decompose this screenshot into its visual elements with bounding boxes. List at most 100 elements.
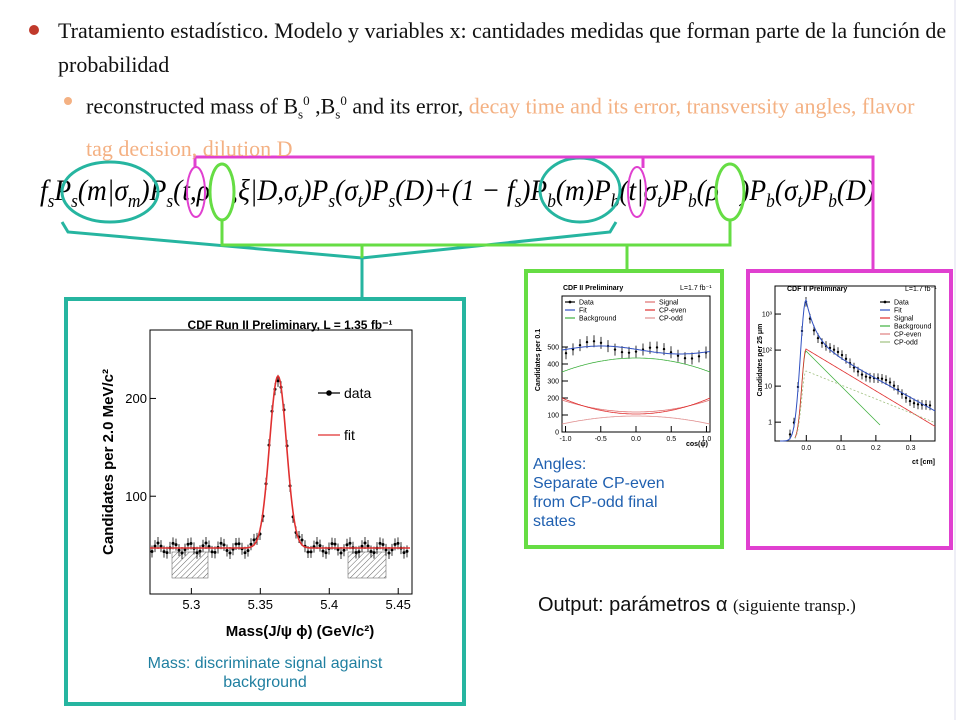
plot-title: CDF II Preliminary — [787, 286, 847, 293]
teal-ellipse — [60, 160, 160, 224]
data-point — [836, 350, 840, 354]
data-point — [186, 542, 190, 546]
data-point — [627, 351, 631, 354]
data-point — [360, 544, 364, 548]
x-tick-label: -1.0 — [559, 436, 571, 443]
data-point — [697, 355, 701, 358]
plot-title: CDF Run II Preliminary, L = 1.35 fb⁻¹ — [188, 318, 393, 332]
data-point — [648, 346, 652, 349]
formula-part: (σ — [335, 174, 359, 207]
data-point — [585, 340, 589, 344]
formula-part: (m|σ — [78, 174, 129, 207]
signal-curve — [794, 348, 936, 438]
data-point — [888, 381, 892, 384]
data-point — [928, 404, 932, 407]
legend-label: Background — [579, 315, 616, 322]
data-point — [634, 350, 638, 353]
data-point — [330, 542, 334, 546]
text-run: and its error, — [346, 93, 469, 119]
data-point — [381, 542, 385, 546]
data-point — [180, 551, 184, 555]
x-tick-label: 0.0 — [801, 445, 811, 452]
text-run: reconstructed mass of B — [86, 93, 298, 119]
cp-odd-curve — [794, 370, 936, 439]
text-run: 0 — [340, 93, 347, 108]
data-point — [165, 551, 169, 555]
data-point — [788, 433, 792, 436]
data-point — [318, 544, 322, 548]
fit-curve — [150, 374, 410, 549]
caption-line: from CP-odd final — [533, 494, 658, 511]
legend-label: CP-odd — [659, 315, 683, 322]
caption-line: Separate CP-even — [533, 475, 665, 492]
data-point — [156, 541, 160, 545]
teal-connector — [60, 221, 618, 298]
data-point — [860, 373, 864, 376]
formula-subscript: s — [48, 191, 55, 212]
data-point — [213, 550, 217, 554]
mass-panel — [64, 297, 466, 706]
x-tick-label: 5.35 — [248, 597, 273, 612]
magenta-ellipse — [627, 166, 647, 218]
x-tick-label: -0.5 — [595, 436, 607, 443]
data-point — [690, 357, 694, 360]
data-point — [210, 550, 214, 554]
data-point — [276, 379, 280, 383]
data-point — [225, 548, 229, 552]
y-tick-label: 500 — [547, 344, 559, 351]
formula-part: )P — [301, 174, 329, 207]
formula-subscript: t — [657, 191, 662, 212]
data-point — [219, 541, 223, 545]
legend-label: Fit — [579, 307, 587, 314]
legend-label: fit — [344, 427, 355, 443]
legend-label: Data — [894, 299, 909, 306]
data-point — [916, 403, 920, 406]
caption-line: Angles: — [533, 456, 587, 473]
plot-frame — [149, 329, 413, 595]
magenta-connector — [193, 155, 875, 270]
data-point — [174, 543, 178, 547]
data-point — [844, 357, 848, 361]
data-point — [237, 542, 241, 546]
data-point — [159, 544, 163, 548]
text-run: 0 — [303, 93, 310, 108]
background-curve — [794, 350, 881, 439]
cp-even-curve — [561, 397, 711, 415]
x-tick-label: 0.2 — [871, 445, 881, 452]
data-point — [342, 548, 346, 552]
data-point — [676, 354, 680, 357]
formula-part: )P — [660, 174, 688, 207]
formula-subscript: s — [166, 191, 173, 212]
output-text: Output: parámetros α — [538, 594, 728, 616]
data-point — [908, 399, 912, 403]
data-point — [306, 550, 310, 554]
x-tick-label: 5.3 — [182, 597, 200, 612]
data-point — [354, 551, 358, 555]
data-point — [599, 341, 603, 345]
formula-subscript: s — [388, 191, 395, 212]
y-axis-label: Candidates per 0.1 — [535, 329, 542, 391]
text-run: s — [298, 106, 304, 122]
x-axis-label: cos(ψ) — [686, 441, 708, 448]
data-point — [840, 353, 844, 357]
data-point — [333, 542, 337, 546]
caption-line: states — [533, 513, 576, 530]
data-point — [564, 351, 568, 355]
cp-odd-curve — [561, 415, 711, 425]
data-point — [372, 551, 376, 555]
fit-curve — [780, 298, 936, 442]
x-axis-label: ct [cm] — [912, 459, 935, 466]
data-point — [892, 384, 896, 387]
background-curve — [561, 357, 711, 373]
sub-bullet-text: reconstructed mass of Bs0 ,Bs0 and its e… — [86, 84, 946, 166]
connectors — [60, 155, 953, 706]
data-point — [366, 544, 370, 548]
data-point — [884, 378, 888, 382]
angles-panel — [524, 269, 724, 549]
data-point — [222, 543, 226, 547]
text-run: s — [335, 106, 341, 122]
y-tick-label: 1 — [768, 420, 772, 427]
data-point — [393, 542, 397, 546]
